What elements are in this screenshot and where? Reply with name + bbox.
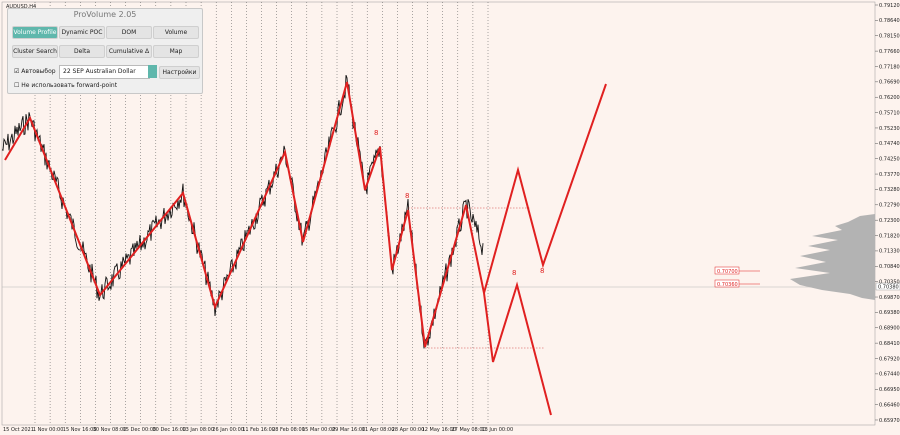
price-label: 0.79120: [879, 3, 900, 9]
price-label: 0.66950: [879, 387, 900, 393]
price-label: 0.78150: [879, 34, 900, 40]
price-label: 0.76690: [879, 80, 900, 86]
price-label: 0.78640: [879, 18, 900, 24]
wave-forecast-alt: [483, 83, 607, 294]
price-label: 0.72790: [879, 203, 900, 209]
price-label: 0.67440: [879, 372, 900, 378]
time-label: 29 Mar 16:00: [332, 427, 365, 433]
forward-label: Не использовать forward-point: [21, 82, 118, 89]
tool-button[interactable]: Map: [153, 45, 199, 58]
time-label: 30 Nov 08:00: [93, 427, 127, 433]
auto-checkbox[interactable]: ☑ Автовыбор: [14, 68, 56, 75]
time-label: 30 Dec 16:00: [153, 427, 187, 433]
wave-label: 8: [405, 192, 409, 200]
tool-button[interactable]: Cluster Search: [12, 45, 58, 58]
time-label: 28 Apr 00:00: [392, 427, 425, 433]
plot-frame: [1, 1, 876, 426]
price-tag-box: [714, 266, 740, 275]
price-label: 0.69380: [879, 310, 900, 316]
time-label: 27 May 08:00: [452, 427, 486, 433]
panel-title: ProVolume 2.05: [73, 10, 137, 19]
time-label: 15 Nov 16:00: [63, 427, 97, 433]
price-label: 0.71820: [879, 233, 900, 239]
price-line: [1, 74, 484, 349]
time-label: 26 Jan 00:00: [212, 427, 244, 433]
wave-label: 8: [374, 129, 378, 137]
time-label: 13 Jun 00:00: [481, 427, 513, 433]
price-tag-box: [714, 279, 740, 288]
price-label: 0.70350: [879, 279, 900, 285]
tool-button[interactable]: Delta: [59, 45, 105, 58]
price-label: 0.74250: [879, 157, 900, 163]
time-label: 1 Nov 00:00: [33, 427, 64, 433]
price-label: 0.66460: [879, 402, 900, 408]
price-label: 0.72300: [879, 218, 900, 224]
tool-button[interactable]: Cumulative Δ: [106, 45, 152, 58]
price-label: 0.75710: [879, 110, 900, 116]
wave-label: 8: [540, 267, 544, 275]
price-tag: 0.70700: [717, 269, 738, 275]
forward-checkbox[interactable]: ☐ Не использовать forward-point: [14, 82, 118, 89]
time-label: 28 Feb 08:00: [272, 427, 305, 433]
time-label: 11 Feb 16:00: [242, 427, 275, 433]
provolume-panel: ProVolume 2.05 Volume Profile Dynamic POC…: [7, 8, 203, 94]
price-tag: 0.70360: [717, 282, 738, 288]
tool-button[interactable]: Volume Profile: [12, 26, 58, 39]
price-label: 0.77180: [879, 64, 900, 70]
time-label: 15 Mar 00:00: [302, 427, 335, 433]
symbol: AUDUSD,H4: [6, 4, 36, 10]
auto-label: Автовыбор: [21, 68, 56, 75]
price-label: 0.65970: [879, 418, 900, 424]
price-label: 0.71330: [879, 249, 900, 255]
time-label: 12 May 16:00: [422, 427, 456, 433]
settings-button[interactable]: Настройки: [159, 66, 200, 79]
time-label: 11 Apr 08:00: [362, 427, 395, 433]
select-arrow[interactable]: [148, 65, 157, 78]
wave-forecast: [4, 81, 552, 416]
current-price-box: [875, 282, 900, 291]
time-label: 13 Jan 08:00: [182, 427, 214, 433]
price-label: 0.73280: [879, 187, 900, 193]
current-price: 0.70380: [878, 285, 899, 291]
time-label: 15 Dec 00:00: [123, 427, 157, 433]
price-label: 0.67920: [879, 356, 900, 362]
tool-button[interactable]: Dynamic POC: [59, 26, 105, 39]
price-label: 0.77660: [879, 49, 900, 55]
price-label: 0.74740: [879, 141, 900, 147]
volume-profile: [790, 214, 875, 300]
wave-label: 8: [512, 269, 516, 277]
price-label: 0.68900: [879, 326, 900, 332]
time-label: 15 Oct 2021: [3, 427, 34, 433]
instrument-select[interactable]: 22 SEP Australian Dollar: [59, 65, 150, 79]
price-label: 0.73770: [879, 172, 900, 178]
tool-button[interactable]: Volume: [153, 26, 199, 39]
price-label: 0.68410: [879, 341, 900, 347]
price-label: 0.75230: [879, 126, 900, 132]
price-label: 0.69870: [879, 295, 900, 301]
tool-button[interactable]: DOM: [106, 26, 152, 39]
price-label: 0.76200: [879, 95, 900, 101]
price-label: 0.70840: [879, 264, 900, 270]
